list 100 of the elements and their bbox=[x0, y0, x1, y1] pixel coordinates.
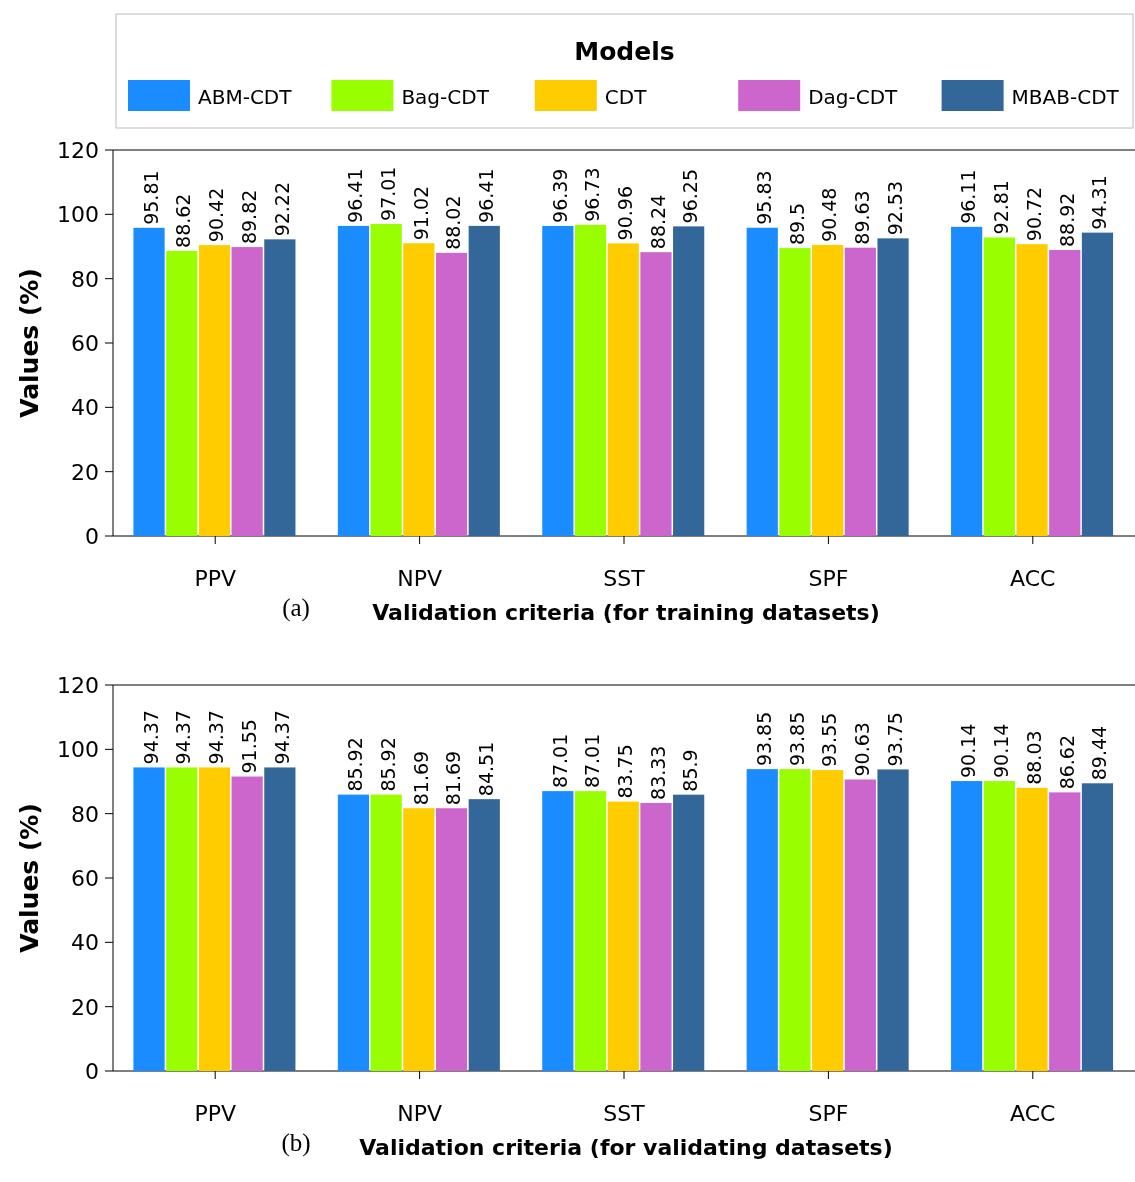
text: (a) bbox=[282, 594, 310, 622]
data-label: 85.9 bbox=[679, 749, 702, 792]
data-label: 89.82 bbox=[237, 189, 260, 245]
data-label: 88.24 bbox=[646, 194, 669, 250]
data-label: 91.55 bbox=[237, 719, 260, 774]
y-tick-label: 100 bbox=[57, 737, 99, 763]
x-tick-label: ACC bbox=[1010, 1101, 1056, 1126]
x-tick-label: ACC bbox=[1010, 566, 1056, 591]
data-label: 92.81 bbox=[990, 180, 1013, 235]
data-label: 96.41 bbox=[344, 168, 367, 223]
bar bbox=[370, 794, 402, 1071]
y-axis-title: Values (%) bbox=[15, 803, 44, 953]
data-label: 89.5 bbox=[785, 202, 808, 246]
data-label: 96.25 bbox=[679, 168, 702, 224]
data-label: 93.85 bbox=[785, 711, 808, 767]
data-label: 88.03 bbox=[1022, 730, 1045, 785]
y-tick-label: 100 bbox=[57, 202, 99, 228]
bar bbox=[746, 769, 778, 1071]
data-label: 89.63 bbox=[851, 190, 874, 245]
legend-label: Dag-CDT bbox=[808, 85, 899, 109]
data-label: 81.69 bbox=[442, 750, 465, 806]
data-label: 92.22 bbox=[270, 181, 293, 237]
data-label: 92.53 bbox=[883, 180, 906, 236]
x-tick-label: NPV bbox=[397, 566, 442, 591]
bar bbox=[673, 794, 705, 1071]
bar bbox=[812, 770, 844, 1071]
data-label: 94.37 bbox=[205, 710, 228, 765]
bar bbox=[951, 781, 983, 1071]
x-axis-title: Validation criteria (for validating datasets) bbox=[359, 1135, 893, 1160]
y-tick-label: 80 bbox=[71, 266, 99, 292]
data-label: 93.85 bbox=[752, 711, 775, 767]
bar bbox=[779, 769, 811, 1071]
x-tick-label: SPF bbox=[808, 1101, 849, 1126]
data-label: 96.39 bbox=[548, 168, 571, 223]
bar bbox=[607, 801, 639, 1071]
data-label: 94.37 bbox=[172, 710, 195, 765]
data-label: 88.02 bbox=[442, 195, 465, 250]
bar bbox=[640, 802, 672, 1071]
data-label: 96.73 bbox=[581, 167, 604, 222]
y-tick-label: 120 bbox=[57, 138, 99, 163]
bar bbox=[133, 767, 165, 1071]
legend-label: MBAB-CDT bbox=[1011, 85, 1120, 109]
x-tick-label: PPV bbox=[194, 1101, 236, 1126]
data-label: 93.55 bbox=[818, 712, 841, 768]
bar bbox=[983, 781, 1015, 1071]
data-label: 88.92 bbox=[1055, 192, 1078, 247]
y-tick-label: 0 bbox=[85, 1059, 99, 1084]
bar bbox=[264, 767, 296, 1071]
data-label: 95.83 bbox=[752, 170, 775, 225]
y-axis-title: Values (%) bbox=[15, 268, 44, 418]
x-tick-label: PPV bbox=[194, 566, 236, 591]
bar bbox=[166, 767, 198, 1071]
data-label: 83.33 bbox=[646, 745, 669, 800]
y-tick-label: 60 bbox=[71, 331, 99, 356]
data-label: 86.62 bbox=[1055, 734, 1078, 790]
x-tick-label: SST bbox=[603, 566, 646, 591]
bar bbox=[877, 769, 909, 1071]
text: (b) bbox=[281, 1129, 311, 1157]
legend-label: CDT bbox=[604, 85, 648, 109]
data-label: 94.37 bbox=[139, 710, 162, 765]
data-label: 90.72 bbox=[1022, 186, 1045, 242]
data-label: 97.01 bbox=[376, 166, 399, 221]
y-tick-label: 80 bbox=[71, 801, 99, 827]
bar bbox=[1081, 783, 1114, 1071]
data-label: 85.92 bbox=[344, 737, 367, 792]
data-label: 90.96 bbox=[614, 186, 636, 241]
data-label: 84.51 bbox=[475, 741, 498, 797]
data-label: 88.62 bbox=[172, 193, 195, 248]
bar bbox=[435, 808, 468, 1071]
x-tick-label: SST bbox=[603, 1101, 646, 1126]
data-label: 90.14 bbox=[957, 723, 980, 779]
y-tick-label: 120 bbox=[57, 673, 99, 698]
y-tick-label: 40 bbox=[71, 395, 99, 421]
data-label: 90.42 bbox=[205, 187, 228, 243]
bar bbox=[1049, 792, 1081, 1071]
y-tick-label: 20 bbox=[71, 994, 99, 1020]
bar bbox=[542, 791, 574, 1071]
data-label: 83.75 bbox=[614, 744, 636, 799]
data-label: 94.37 bbox=[270, 710, 293, 765]
data-label: 96.41 bbox=[475, 168, 498, 223]
bar bbox=[198, 767, 231, 1071]
data-label: 94.31 bbox=[1088, 175, 1111, 230]
y-tick-label: 20 bbox=[71, 459, 99, 485]
y-tick-label: 0 bbox=[85, 524, 99, 549]
data-label: 93.75 bbox=[883, 712, 906, 767]
data-label: 89.44 bbox=[1088, 725, 1111, 781]
y-tick-label: 60 bbox=[71, 866, 99, 891]
x-tick-label: NPV bbox=[397, 1101, 442, 1126]
x-axis-title: Validation criteria (for training datasets) bbox=[372, 600, 880, 625]
data-label: 90.14 bbox=[990, 723, 1013, 779]
data-label: 85.92 bbox=[376, 737, 399, 792]
data-label: 90.48 bbox=[818, 187, 841, 242]
data-label: 91.02 bbox=[409, 185, 432, 241]
data-label: 87.01 bbox=[548, 733, 571, 789]
bar bbox=[468, 799, 500, 1071]
data-label: 90.63 bbox=[851, 722, 874, 777]
bar bbox=[231, 776, 263, 1071]
bar bbox=[1016, 787, 1048, 1071]
bar bbox=[337, 794, 370, 1071]
legend-label: Bag-CDT bbox=[401, 85, 490, 109]
